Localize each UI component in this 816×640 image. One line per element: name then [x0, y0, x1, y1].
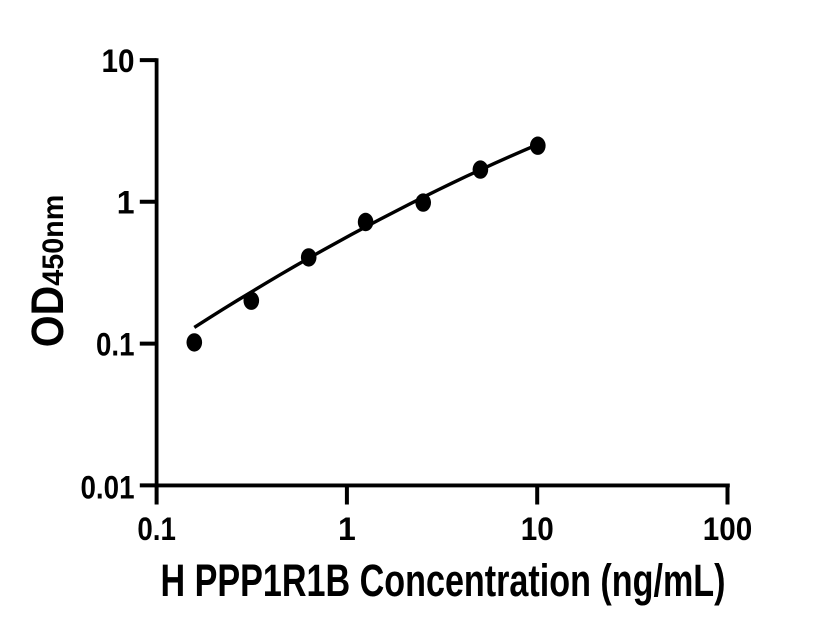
svg-text:1: 1: [338, 511, 356, 547]
svg-text:100: 100: [703, 511, 753, 547]
svg-text:OD450nm: OD450nm: [22, 195, 73, 348]
svg-text:0.1: 0.1: [96, 327, 135, 363]
svg-text:10: 10: [102, 43, 135, 79]
svg-text:1: 1: [117, 185, 135, 221]
svg-text:10: 10: [521, 511, 554, 547]
svg-text:0.1: 0.1: [137, 511, 176, 547]
svg-text:0.01: 0.01: [81, 470, 135, 506]
svg-text:H PPP1R1B Concentration (ng/mL: H PPP1R1B Concentration (ng/mL): [161, 555, 726, 606]
